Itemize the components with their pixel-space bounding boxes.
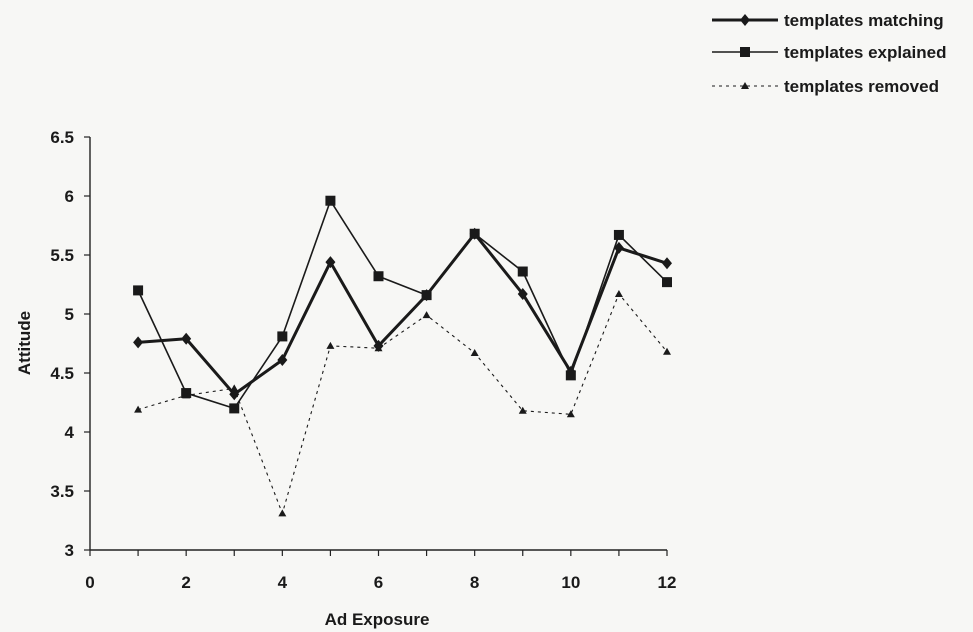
legend-item-templates-removed: templates removed xyxy=(712,77,939,96)
x-tick-label: 6 xyxy=(374,573,383,592)
data-point-templates-removed xyxy=(470,348,479,356)
y-tick-label: 5.5 xyxy=(50,246,74,265)
data-point-templates-explained xyxy=(421,290,432,301)
legend-item-templates-explained: templates explained xyxy=(712,43,947,62)
data-point-templates-explained xyxy=(277,331,288,342)
y-tick-label: 6.5 xyxy=(50,128,74,147)
series-layer xyxy=(133,195,672,517)
data-point-templates-matching xyxy=(662,257,672,270)
x-tick-label: 4 xyxy=(278,573,288,592)
x-tick-label: 10 xyxy=(561,573,580,592)
data-point-templates-removed xyxy=(518,406,527,414)
data-point-templates-matching xyxy=(277,354,288,367)
data-point-templates-removed xyxy=(230,384,239,392)
data-point-templates-removed xyxy=(278,509,287,517)
x-axis-title: Ad Exposure xyxy=(325,610,430,629)
legend-marker-templates-explained xyxy=(740,47,750,57)
data-point-templates-explained xyxy=(325,195,336,206)
y-tick-label: 3 xyxy=(65,541,74,560)
data-point-templates-explained xyxy=(662,277,672,288)
series-templates-removed xyxy=(134,289,671,517)
legend-label-templates-removed: templates removed xyxy=(784,77,939,96)
data-point-templates-explained xyxy=(469,228,480,239)
series-line-templates-explained xyxy=(137,199,668,410)
y-tick-label: 4.5 xyxy=(50,364,74,383)
x-tick-label: 8 xyxy=(470,573,479,592)
y-axis-title: Attitude xyxy=(15,311,34,375)
y-tick-label: 4 xyxy=(65,423,75,442)
data-point-templates-removed xyxy=(134,405,143,413)
data-point-templates-explained xyxy=(229,403,240,414)
data-point-templates-explained xyxy=(565,370,576,381)
y-tick-label: 5 xyxy=(65,305,74,324)
axes: 3 3.5 4 4.5 5 5.5 6 6.5 0 2 4 6 8 10 12 xyxy=(50,128,676,592)
legend-marker-templates-matching xyxy=(740,14,750,26)
data-point-templates-explained xyxy=(133,285,144,296)
x-tick-label: 2 xyxy=(181,573,190,592)
y-tick-label: 6 xyxy=(65,187,74,206)
series-templates-explained xyxy=(133,195,672,414)
data-point-templates-matching xyxy=(181,332,192,345)
x-tick-label: 0 xyxy=(85,573,94,592)
data-point-templates-explained xyxy=(517,266,528,277)
data-point-templates-removed xyxy=(374,344,383,352)
data-point-templates-matching xyxy=(517,287,528,300)
legend-item-templates-matching: templates matching xyxy=(712,11,944,30)
data-point-templates-removed xyxy=(566,410,575,418)
data-point-templates-matching xyxy=(133,336,144,349)
data-point-templates-explained xyxy=(373,271,384,282)
y-tick-label: 3.5 xyxy=(50,482,74,501)
data-point-templates-removed xyxy=(422,311,431,319)
data-point-templates-removed xyxy=(182,391,191,399)
legend-label-templates-matching: templates matching xyxy=(784,11,944,30)
legend-marker-templates-removed xyxy=(741,82,749,89)
x-tick-label: 12 xyxy=(658,573,677,592)
data-point-templates-matching xyxy=(325,256,336,269)
data-point-templates-removed xyxy=(614,289,623,297)
data-point-templates-matching xyxy=(613,241,624,254)
series-line-templates-matching xyxy=(137,232,668,396)
data-point-templates-explained xyxy=(613,229,624,240)
legend-label-templates-explained: templates explained xyxy=(784,43,947,62)
data-point-templates-removed xyxy=(663,347,671,355)
series-line-templates-removed xyxy=(137,293,668,514)
legend: templates matching templates explained tem… xyxy=(712,11,947,96)
data-point-templates-removed xyxy=(326,341,335,349)
